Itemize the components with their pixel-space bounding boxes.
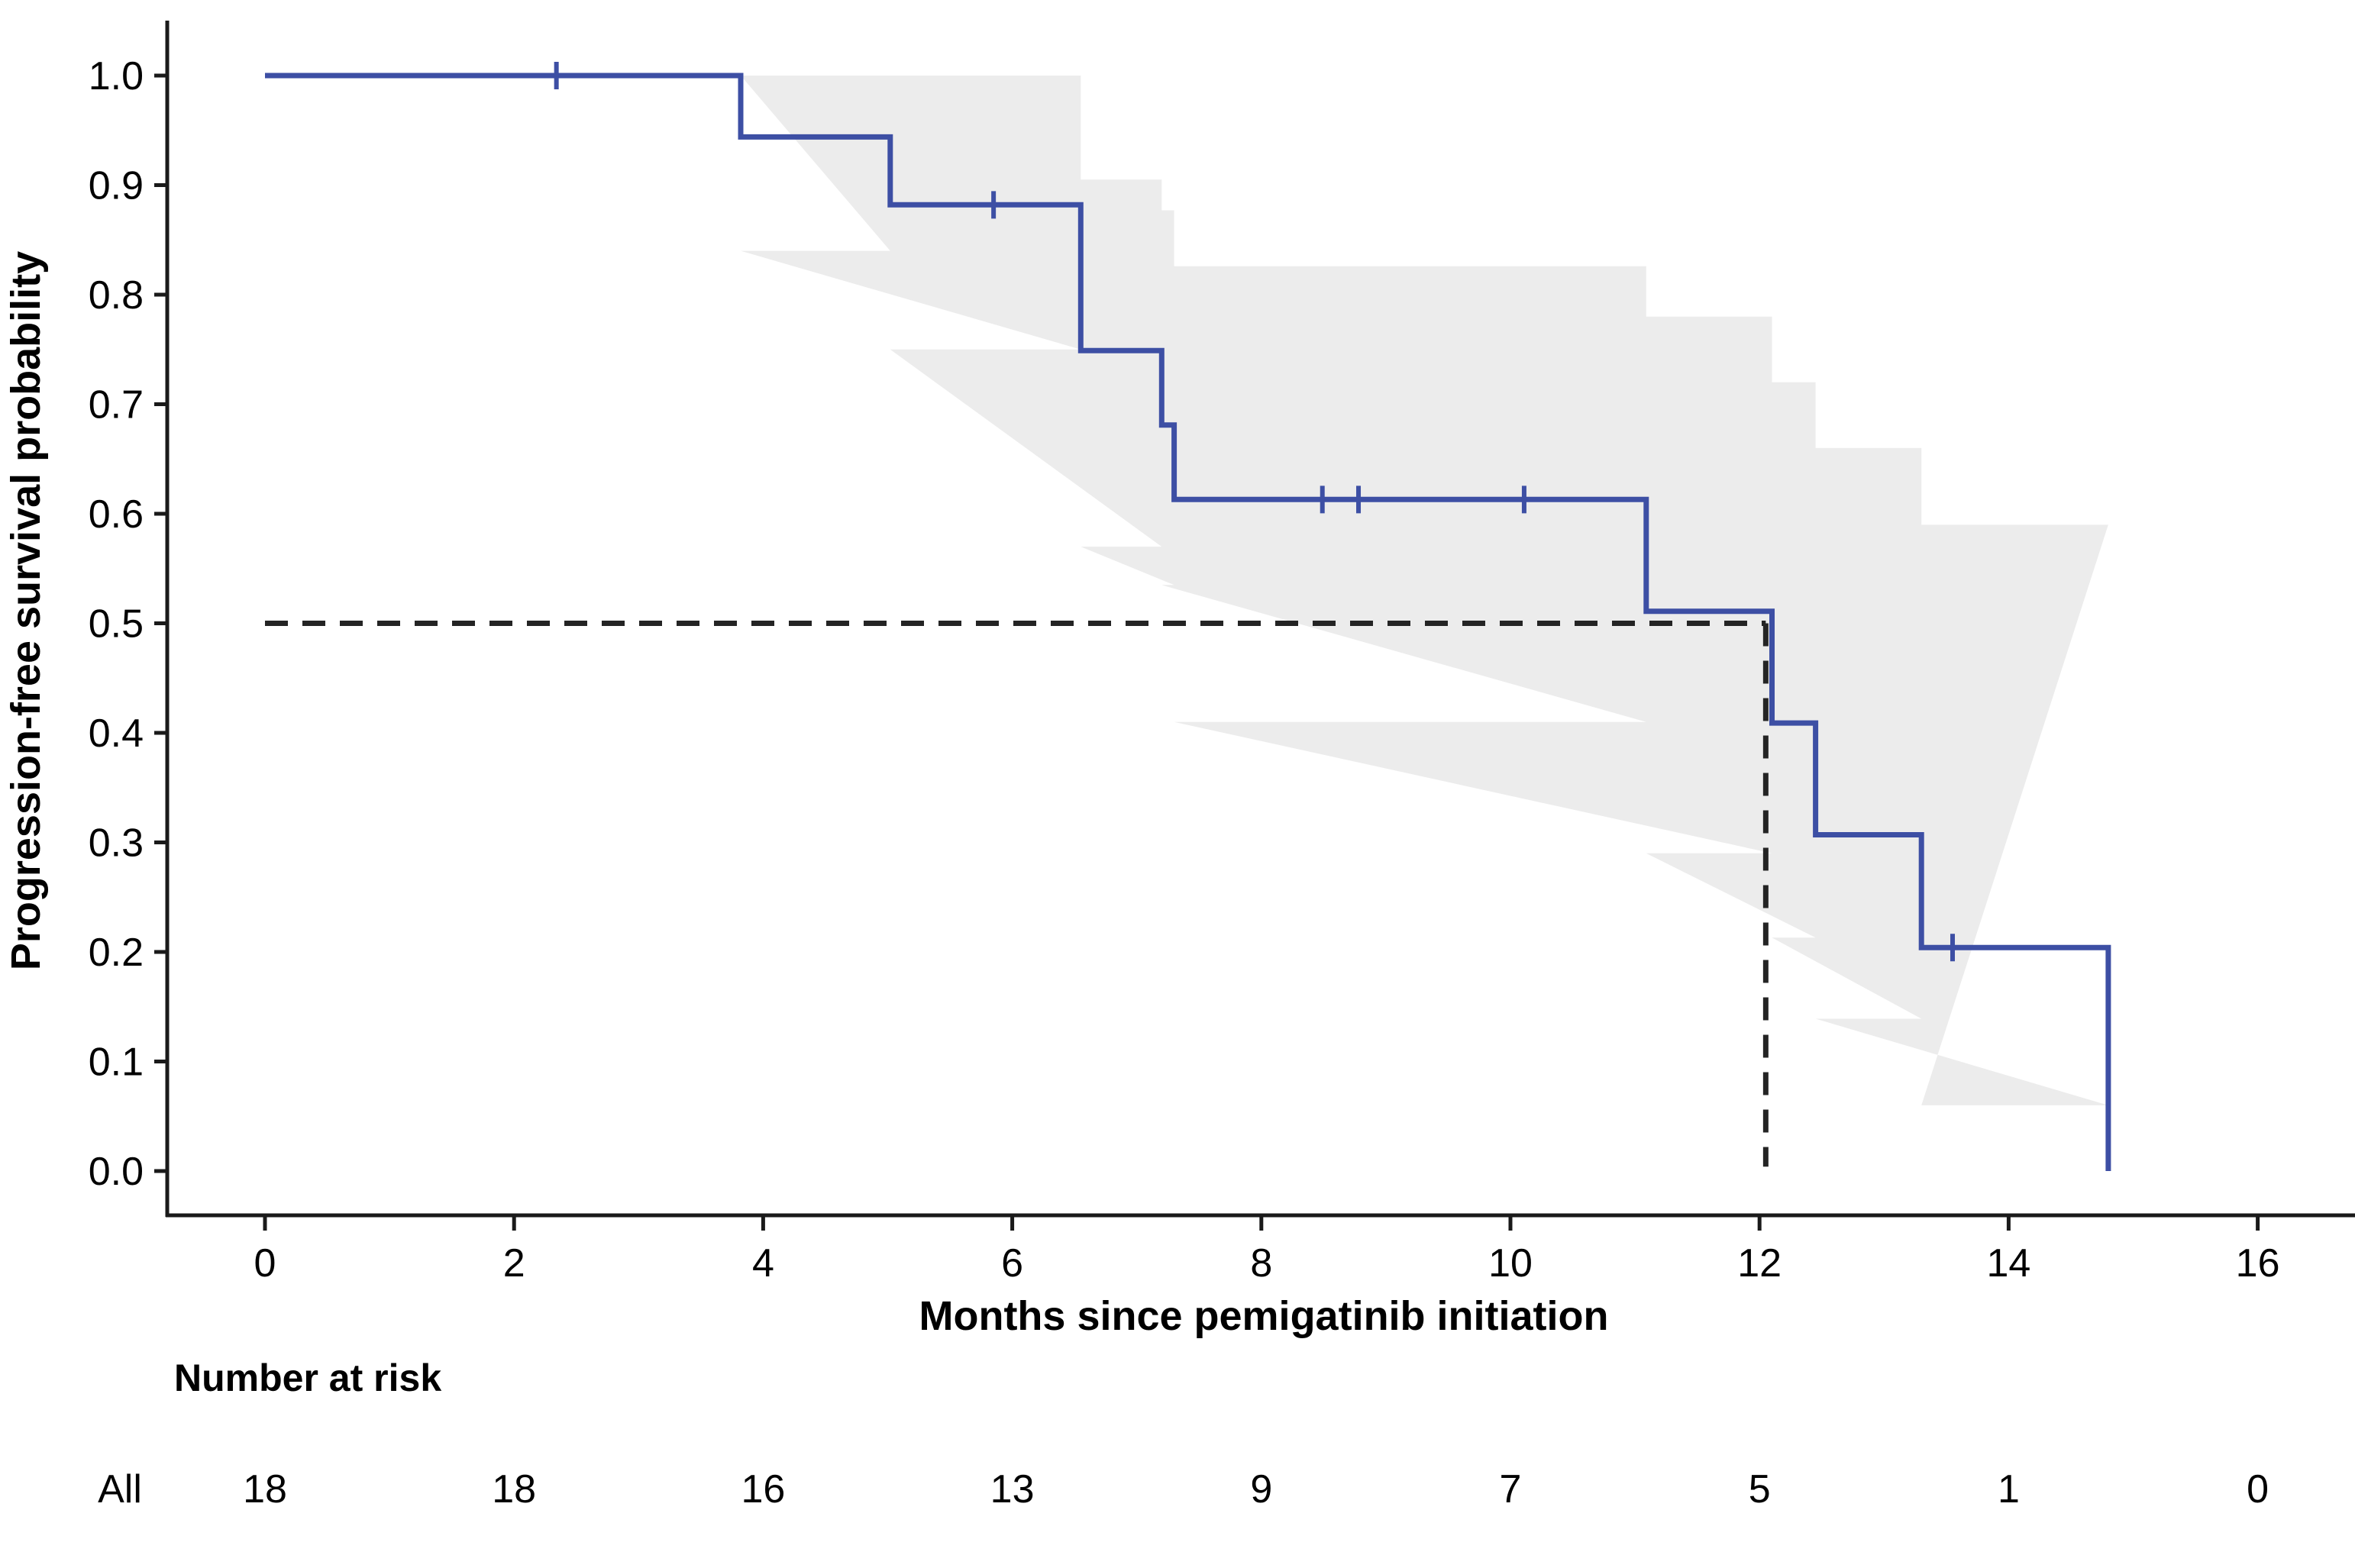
y-axis: 1.0 0.9 0.8 0.7 0.6 0.5 0.4 0.3 0.2 0.1 0.0 (89, 21, 170, 1217)
y-tick-label: 0.9 (89, 164, 144, 208)
risk-count: 7 (1500, 1467, 1522, 1512)
y-tick-label: 0.5 (89, 602, 144, 647)
risk-count-row: 18 18 16 13 9 7 5 1 0 (243, 1467, 2269, 1512)
y-tick-label: 0.0 (89, 1150, 144, 1194)
confidence-band-layer (741, 76, 2108, 1105)
y-tick-label: 0.2 (89, 931, 144, 975)
x-tick-label: 14 (1986, 1241, 2030, 1286)
risk-group-label: All (98, 1467, 142, 1512)
y-tick-label: 0.6 (89, 492, 144, 537)
risk-count: 13 (990, 1467, 1035, 1512)
risk-count: 0 (2247, 1467, 2269, 1512)
risk-count: 18 (492, 1467, 536, 1512)
x-axis-title: Months since pemigatinib initiation (919, 1293, 1608, 1339)
median-dashed-lines (265, 621, 1769, 1167)
x-tick-label: 12 (1737, 1241, 1782, 1286)
survival-curve (265, 73, 2111, 1171)
risk-count: 9 (1250, 1467, 1272, 1512)
risk-count: 16 (741, 1467, 785, 1512)
y-tick-label: 0.7 (89, 383, 144, 427)
x-tick-label: 16 (2236, 1241, 2280, 1286)
x-tick-label: 4 (752, 1241, 774, 1286)
risk-count: 5 (1749, 1467, 1771, 1512)
censor-marks (554, 62, 1956, 962)
risk-table-title: Number at risk (174, 1357, 441, 1399)
y-tick-label: 0.4 (89, 711, 144, 756)
y-tick-label: 1.0 (89, 54, 144, 98)
x-axis: 0 2 4 6 8 10 12 14 16 (166, 1213, 2355, 1286)
y-tick-label: 0.3 (89, 821, 144, 866)
confidence-band (741, 76, 2108, 1105)
x-tick-label: 10 (1488, 1241, 1533, 1286)
x-tick-label: 0 (254, 1241, 276, 1286)
x-tick-label: 6 (1001, 1241, 1023, 1286)
y-axis-title: Progression-free survival probability (3, 251, 49, 970)
x-tick-label: 8 (1250, 1241, 1272, 1286)
y-tick-label: 0.8 (89, 273, 144, 318)
y-tick-label: 0.1 (89, 1040, 144, 1085)
risk-count: 18 (243, 1467, 287, 1512)
risk-count: 1 (1998, 1467, 2020, 1512)
survival-curve-layer (265, 73, 2111, 1171)
x-tick-label: 2 (503, 1241, 525, 1286)
